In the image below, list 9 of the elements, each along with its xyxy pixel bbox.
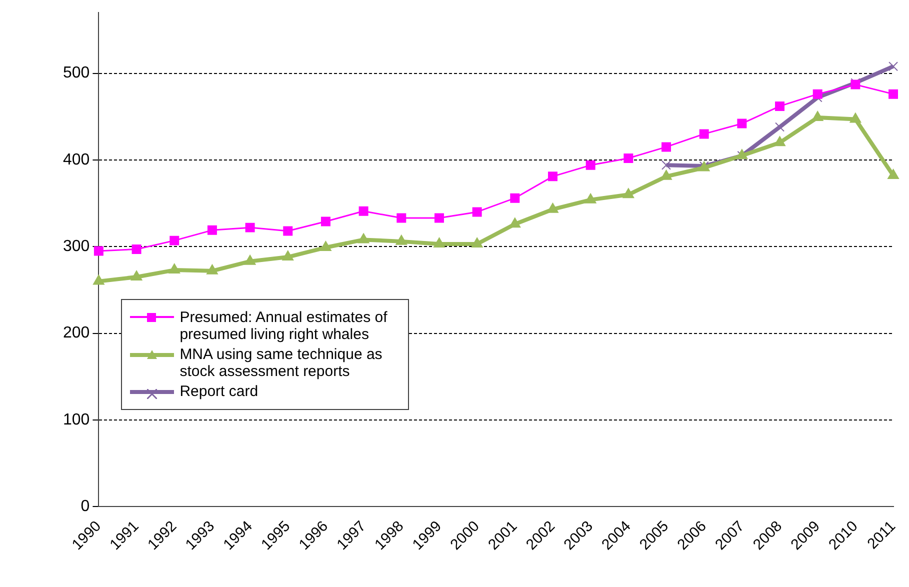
y-tick-label: 0 [80,498,90,516]
y-tick-label: 400 [62,151,90,168]
legend-label: MNA using same technique as stock assessment reports [180,346,384,380]
y-tick-label: 300 [62,238,90,256]
y-tick-label: 200 [62,324,90,342]
legend-label: Presumed: Annual estimates of presumed living right whales [180,309,388,344]
legend-label: Report card [180,383,258,400]
y-tick-label: 500 [62,64,90,82]
y-tick-label: 100 [62,411,90,428]
